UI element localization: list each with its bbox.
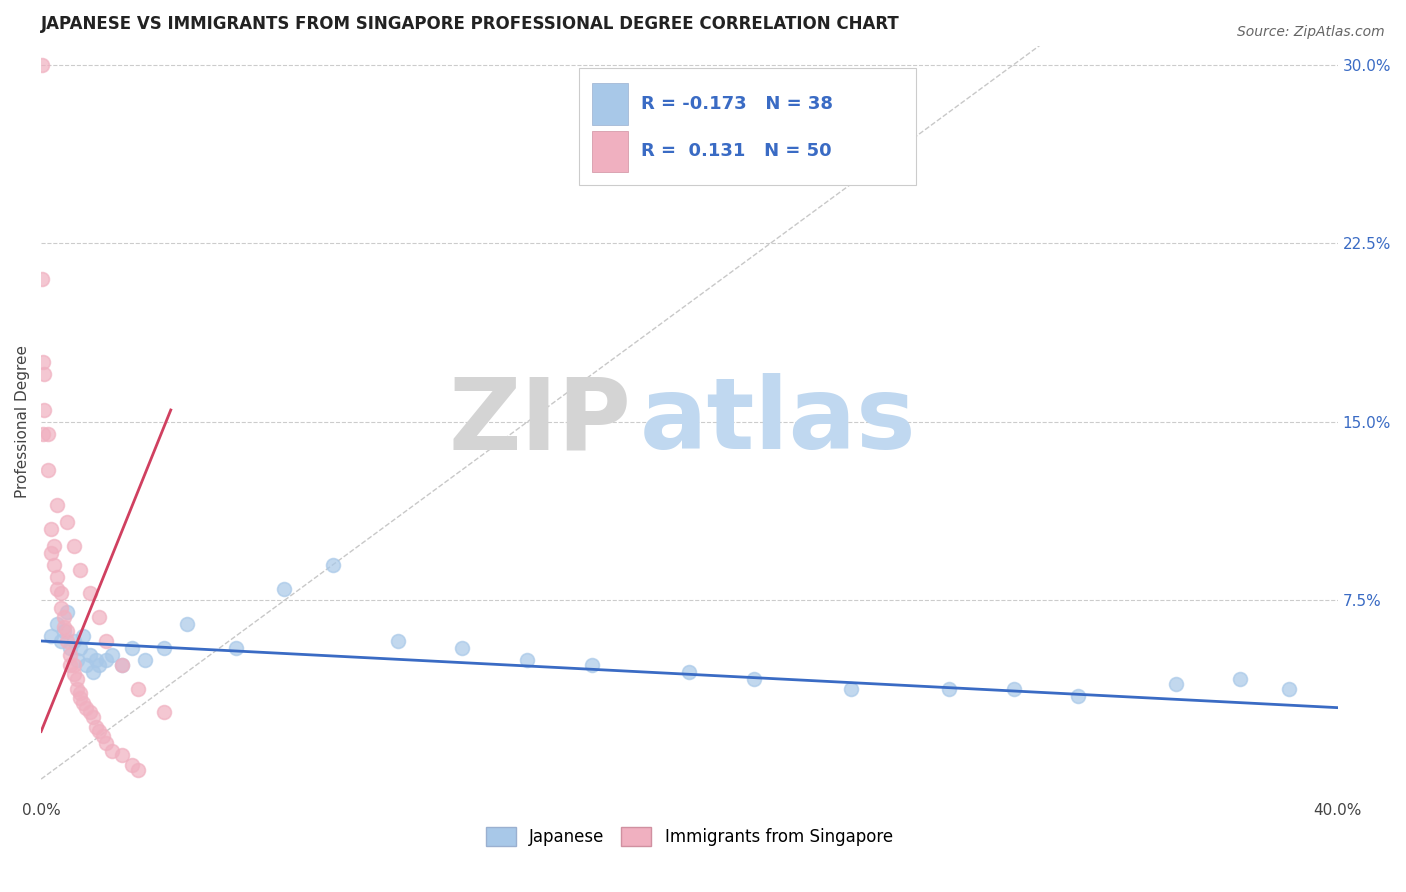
Point [46,570,69,584]
Point [39,546,62,560]
Text: JAPANESE VS IMMIGRANTS FROM SINGAPORE PROFESSIONAL DEGREE CORRELATION CHART: JAPANESE VS IMMIGRANTS FROM SINGAPORE PR… [41,15,900,33]
Point [121,757,143,772]
Point [1278,681,1301,696]
Point [1229,672,1251,686]
Point [678,665,700,679]
Point [121,641,143,656]
Point [37,426,59,441]
Point [49,634,72,648]
Point [31,58,53,72]
Point [42,558,65,572]
Point [62,539,84,553]
Text: atlas: atlas [640,374,917,470]
Point [52,610,75,624]
Point [66,672,89,686]
FancyBboxPatch shape [592,83,628,125]
Point [56,634,79,648]
Point [176,617,198,632]
Point [72,629,94,643]
Point [59,648,82,663]
Point [62,657,84,672]
Point [82,665,104,679]
Text: ZIP: ZIP [449,374,631,470]
Point [111,748,134,763]
Y-axis label: Professional Degree: Professional Degree [15,345,30,499]
Point [153,641,176,656]
Point [79,648,101,663]
Point [1067,689,1090,703]
Point [1164,677,1187,691]
Point [69,691,91,706]
Point [516,653,538,667]
Point [273,582,295,596]
Point [31,355,53,369]
Text: Source: ZipAtlas.com: Source: ZipAtlas.com [1237,25,1385,39]
Point [94,634,117,648]
Point [59,657,82,672]
Point [56,624,79,639]
Point [69,562,91,576]
Point [1002,681,1025,696]
Point [225,641,247,656]
Point [46,498,69,512]
Point [84,653,107,667]
Point [52,620,75,634]
Point [127,681,149,696]
Point [938,681,960,696]
Point [39,522,62,536]
Point [79,586,101,600]
Point [72,696,94,710]
Point [49,586,72,600]
Point [111,657,134,672]
Point [89,610,111,624]
Point [451,641,474,656]
Point [52,624,75,639]
Point [101,743,124,757]
Point [742,672,765,686]
Point [82,710,104,724]
Point [76,657,98,672]
Point [387,634,409,648]
FancyBboxPatch shape [579,69,917,185]
Text: R =  0.131   N = 50: R = 0.131 N = 50 [641,142,832,160]
Point [89,657,111,672]
Point [76,700,98,714]
Point [94,736,117,750]
Point [42,539,65,553]
Point [322,558,344,572]
Point [581,657,603,672]
Point [89,724,111,739]
Point [91,729,114,743]
Point [153,706,176,720]
Point [66,653,89,667]
Point [46,582,69,596]
Point [134,653,156,667]
Point [69,686,91,700]
Text: R = -0.173   N = 38: R = -0.173 N = 38 [641,95,834,113]
Point [62,634,84,648]
Point [56,606,79,620]
Point [59,641,82,656]
Point [84,720,107,734]
Point [32,426,55,441]
Point [111,657,134,672]
Point [56,515,79,529]
Point [49,600,72,615]
Point [66,681,89,696]
Point [34,403,56,417]
Point [31,272,53,286]
Point [37,462,59,476]
FancyBboxPatch shape [592,131,628,172]
Point [101,648,124,663]
Point [79,706,101,720]
Point [69,641,91,656]
Point [34,368,56,382]
Point [94,653,117,667]
Point [62,667,84,681]
Point [841,681,863,696]
Point [39,629,62,643]
Legend: Japanese, Immigrants from Singapore: Japanese, Immigrants from Singapore [486,827,893,847]
Point [46,617,69,632]
Point [127,763,149,777]
